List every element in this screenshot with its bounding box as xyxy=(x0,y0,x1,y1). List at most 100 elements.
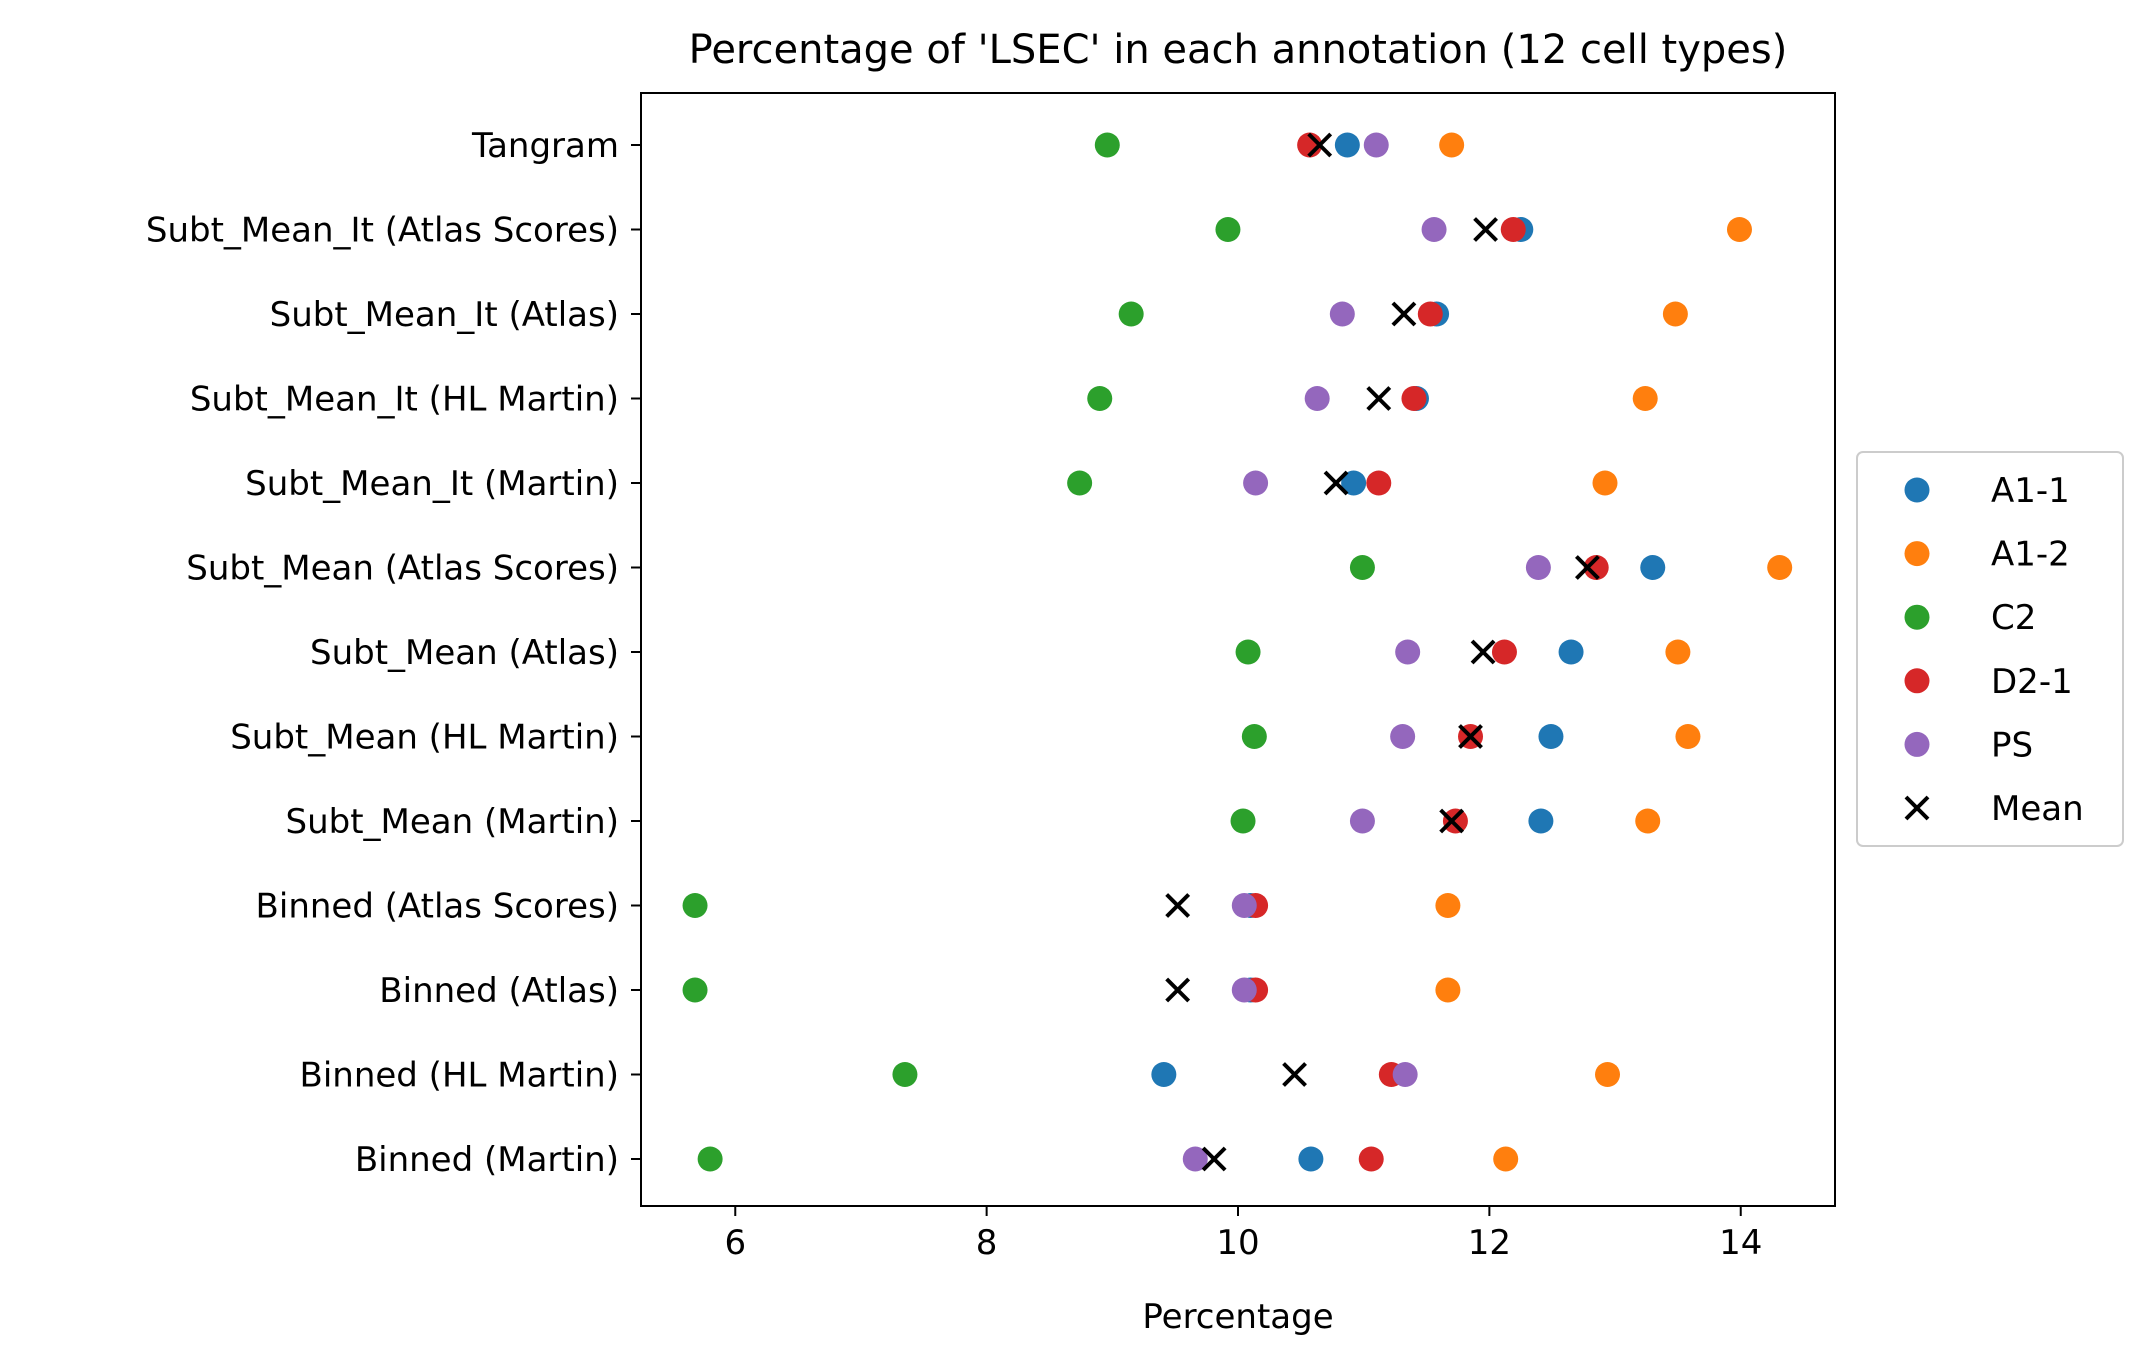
point-ps xyxy=(1182,1146,1208,1172)
point-a1-1 xyxy=(1341,470,1367,496)
point-mean xyxy=(1323,470,1349,496)
point-mean xyxy=(1473,217,1499,242)
y-tick-label: Subt_Mean (Atlas) xyxy=(310,633,619,673)
point-a1-2 xyxy=(1767,555,1793,580)
y-tick-label: Binned (Atlas) xyxy=(379,971,619,1011)
point-c2 xyxy=(682,893,708,918)
point-a1-1 xyxy=(1538,724,1564,749)
point-ps xyxy=(1363,132,1389,158)
legend-entry-a1-1: A1-1 xyxy=(1904,471,2070,511)
point-c2 xyxy=(1067,470,1093,496)
point-a1-2 xyxy=(1726,217,1752,242)
point-ps xyxy=(1392,1062,1418,1087)
point-a1-2 xyxy=(1435,893,1461,918)
point-d2-1 xyxy=(1417,301,1443,327)
point-c2 xyxy=(697,1146,723,1172)
point-d2-1 xyxy=(1583,555,1609,580)
point-c2 xyxy=(1094,132,1120,158)
point-mean xyxy=(1439,808,1465,834)
point-mean xyxy=(1470,639,1496,665)
y-tick-label: Binned (HL Martin) xyxy=(300,1056,620,1096)
point-ps xyxy=(1231,977,1257,1003)
point-c2 xyxy=(1235,639,1261,665)
point-ps xyxy=(1329,301,1355,327)
point-a1-1 xyxy=(1334,132,1360,158)
legend-label: C2 xyxy=(1991,598,2036,638)
point-c2 xyxy=(892,1062,918,1087)
point-c2 xyxy=(1087,386,1113,411)
y-tick-label: Subt_Mean (Martin) xyxy=(286,802,620,842)
x-tick-label: 8 xyxy=(976,1223,998,1263)
legend-label: A1-1 xyxy=(1991,471,2070,511)
point-ps xyxy=(1243,470,1269,496)
legend-label: A1-2 xyxy=(1991,535,2070,575)
point-d2-1 xyxy=(1401,386,1427,411)
point-a1-1 xyxy=(1558,639,1584,665)
y-tick-label: Subt_Mean_It (Martin) xyxy=(245,464,619,504)
point-ps xyxy=(1349,808,1375,834)
point-mean xyxy=(1307,132,1333,158)
point-d2-1 xyxy=(1500,217,1526,242)
point-d2-1 xyxy=(1366,470,1392,496)
legend-marker xyxy=(1904,668,1930,694)
point-mean xyxy=(1366,386,1392,411)
y-tick-label: Tangram xyxy=(471,126,619,166)
point-ps xyxy=(1231,893,1257,918)
point-c2 xyxy=(1118,301,1144,327)
point-a1-2 xyxy=(1493,1146,1519,1172)
legend-marker xyxy=(1904,731,1930,757)
point-mean xyxy=(1201,1146,1227,1172)
point-ps xyxy=(1390,724,1416,749)
chart-title: Percentage of 'LSEC' in each annotation … xyxy=(689,27,1788,73)
point-c2 xyxy=(1349,555,1375,580)
legend-entry-mean: Mean xyxy=(1904,789,2084,829)
point-mean xyxy=(1165,977,1191,1003)
legend-marker xyxy=(1904,795,1930,821)
legend-frame xyxy=(1856,451,2124,847)
legend-marker xyxy=(1904,604,1930,630)
plot-area: 6 8 10 12 14 Tangram Subt_Mean_It (Atlas Score… xyxy=(146,92,1836,1263)
legend-entry-c2: C2 xyxy=(1904,598,2036,638)
point-mean xyxy=(1458,724,1483,749)
point-a1-2 xyxy=(1662,301,1688,327)
point-ps xyxy=(1525,555,1551,580)
legend-label: PS xyxy=(1991,725,2033,765)
point-a1-1 xyxy=(1151,1062,1177,1087)
point-a1-2 xyxy=(1632,386,1658,411)
point-a1-1 xyxy=(1640,555,1666,580)
point-d2-1 xyxy=(1491,639,1517,665)
legend-marker xyxy=(1904,541,1930,567)
y-tick-label: Subt_Mean (Atlas Scores) xyxy=(186,549,619,589)
point-mean xyxy=(1165,893,1191,918)
point-c2 xyxy=(1230,808,1256,834)
legend-entry-a1-2: A1-2 xyxy=(1904,535,2070,575)
point-a1-2 xyxy=(1635,808,1661,834)
point-a1-2 xyxy=(1675,724,1701,749)
point-c2 xyxy=(682,977,708,1003)
point-c2 xyxy=(1241,724,1267,749)
y-tick-label: Subt_Mean (HL Martin) xyxy=(230,718,619,758)
legend-label: D2-1 xyxy=(1991,662,2073,702)
y-tick-label: Binned (Martin) xyxy=(355,1140,619,1180)
legend: A1-1 A1-2 C2 D2-1 PS Mean xyxy=(1856,451,2124,847)
legend-entry-d2-1: D2-1 xyxy=(1904,662,2073,702)
legend-label: Mean xyxy=(1991,789,2084,829)
point-a1-2 xyxy=(1665,639,1691,665)
point-c2 xyxy=(1215,217,1241,242)
y-tick-label: Binned (Atlas Scores) xyxy=(256,887,619,927)
point-a1-1 xyxy=(1298,1146,1324,1172)
point-mean xyxy=(1391,301,1417,327)
point-mean xyxy=(1574,555,1600,580)
point-a1-1 xyxy=(1528,808,1554,834)
point-ps xyxy=(1395,639,1421,665)
point-a1-2 xyxy=(1595,1062,1621,1087)
legend-marker xyxy=(1904,477,1930,503)
legend-entry-ps: PS xyxy=(1904,725,2033,765)
point-a1-2 xyxy=(1592,470,1618,496)
y-tick-label: Subt_Mean_It (Atlas Scores) xyxy=(146,211,619,251)
point-a1-2 xyxy=(1439,132,1465,158)
x-tick-label: 6 xyxy=(724,1223,746,1263)
point-ps xyxy=(1304,386,1330,411)
